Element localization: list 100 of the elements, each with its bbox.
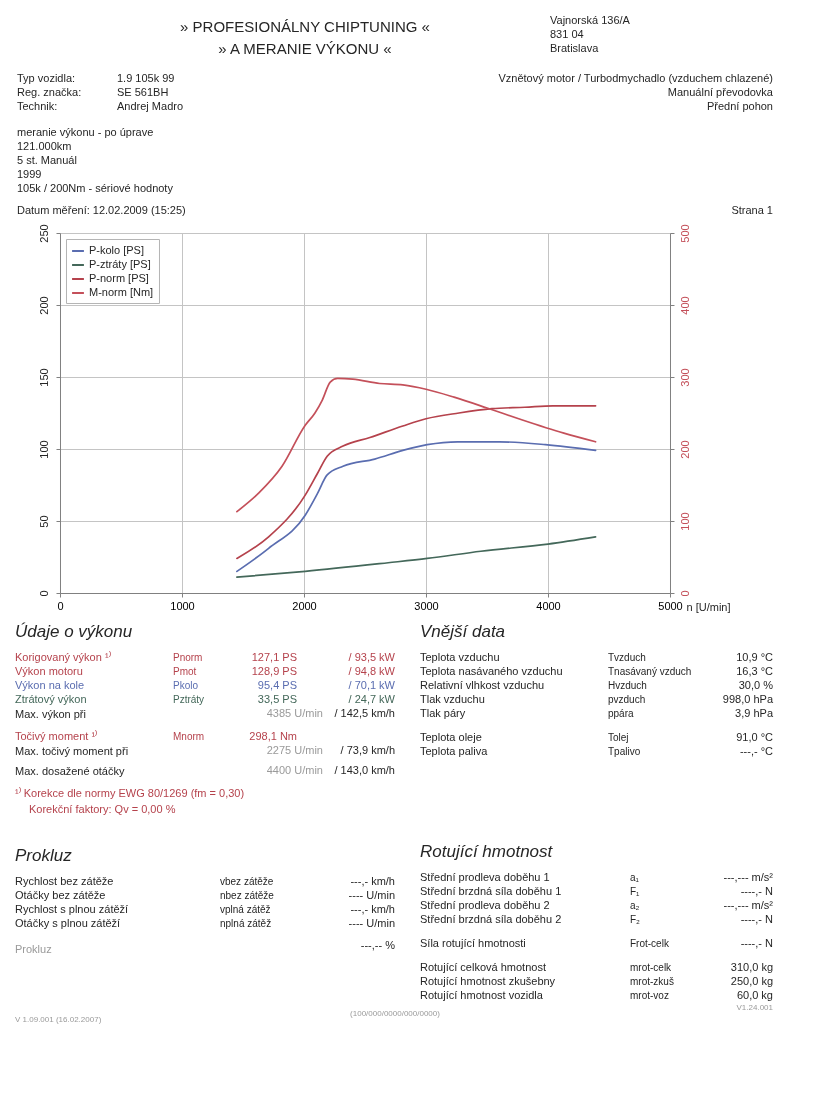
text: 121.000km — [17, 140, 72, 152]
text: 310,0 kg — [730, 961, 773, 973]
text: / 142,5 km/h — [334, 707, 395, 719]
text: Max. dosažené otáčky — [15, 765, 125, 777]
line-series — [236, 377, 597, 513]
x-axis-title: n [U/min] — [686, 600, 731, 613]
x-tick-label: 0 — [57, 599, 64, 612]
text: a₂ — [630, 900, 640, 911]
text: meranie výkonu - po úprave — [17, 126, 154, 138]
text: Manuální převodovka — [667, 86, 774, 98]
text: Technik: — [17, 100, 58, 112]
text: ----,- N — [740, 885, 774, 897]
text: 4385 U/min — [266, 707, 323, 719]
text: Teplota paliva — [420, 745, 489, 757]
text: 1999 — [17, 168, 42, 180]
y2-tick-label: 100 — [679, 512, 692, 531]
text: Andrej Madro — [117, 100, 184, 112]
text: Vnější data — [420, 622, 506, 641]
y2-tick-label: 300 — [679, 368, 692, 387]
text: Max. točivý moment při — [15, 745, 129, 757]
legend-label: P-ztráty [PS] — [88, 258, 151, 270]
text: ----,- N — [740, 913, 774, 925]
text: ---- U/min — [348, 889, 395, 901]
text: 998,0 hPa — [722, 693, 774, 705]
line-series — [236, 440, 597, 573]
text: Tolej — [608, 732, 629, 743]
text: ---,--- m/s² — [723, 899, 774, 911]
text: / 73,9 km/h — [340, 744, 395, 756]
text: Tpalivo — [608, 746, 641, 757]
text: » A MERANIE VÝKONU « — [218, 40, 392, 57]
line-series — [236, 535, 597, 579]
x-tick-label: 2000 — [292, 599, 317, 612]
text: Pztráty — [173, 694, 205, 705]
text: V1.24.001 — [736, 1003, 774, 1012]
text: Střední brzdná síla doběhu 2 — [420, 913, 562, 925]
text: ---,- km/h — [350, 875, 395, 887]
text: / 93,5 kW — [348, 651, 396, 663]
text: / 143,0 km/h — [334, 764, 395, 776]
text: F₁ — [630, 886, 641, 897]
text: SE 561BH — [117, 86, 169, 98]
text: 95,4 PS — [257, 679, 297, 691]
text: 60,0 kg — [736, 989, 773, 1001]
text: ---,-- % — [360, 939, 396, 951]
text: 91,0 °C — [736, 731, 774, 743]
text: pvzduch — [608, 694, 646, 705]
y2-tick-label: 0 — [679, 590, 692, 597]
text: Reg. značka: — [17, 86, 82, 98]
legend-label: P-kolo [PS] — [88, 244, 145, 256]
text: Rotující hmotnost — [420, 842, 554, 861]
y-tick-label: 50 — [38, 515, 51, 528]
text: » PROFESIONÁLNY CHIPTUNING « — [180, 18, 430, 35]
text: Střední prodleva doběhu 2 — [420, 899, 550, 911]
text: Teplota oleje — [420, 731, 482, 743]
text: 33,5 PS — [257, 693, 297, 705]
text: 2275 U/min — [266, 744, 323, 756]
text: Relativní vlhkost vzduchu — [420, 679, 545, 691]
text: a₁ — [630, 872, 640, 883]
x-tick-label: 3000 — [414, 599, 439, 612]
text: Teplota vzduchu — [420, 651, 500, 663]
text: Rychlost s plnou zátěží — [15, 903, 129, 915]
legend-label: P-norm [PS] — [88, 272, 149, 284]
text: (100/000/0000/000/0000) — [350, 1009, 441, 1018]
y2-tick-label: 400 — [679, 296, 692, 315]
text: 16,3 °C — [736, 665, 774, 677]
text: mrot-celk — [630, 962, 673, 973]
text: Výkon na kole — [15, 679, 85, 691]
y2-tick-label: 200 — [679, 440, 692, 459]
text: 127,1 PS — [251, 651, 297, 663]
text: Pnorm — [173, 652, 203, 663]
text: / 24,7 kW — [348, 693, 396, 705]
text: 1.9 105k 99 — [117, 72, 175, 84]
line-series — [236, 404, 597, 560]
text: ----,- N — [740, 937, 774, 949]
text: Hvzduch — [608, 680, 647, 691]
text: Korigovaný výkon ¹⁾ — [15, 651, 111, 663]
text: Tlak páry — [420, 707, 466, 719]
text: Tlak vzduchu — [420, 693, 485, 705]
text: ---- U/min — [348, 917, 395, 929]
text: nbez zátěže — [220, 890, 275, 901]
text: ¹⁾ Korekce dle normy EWG 80/1269 (fm = 0,30) — [15, 787, 245, 799]
text: Max. výkon při — [15, 708, 86, 720]
text: 128,9 PS — [251, 665, 297, 677]
x-tick-label: 5000 — [658, 599, 683, 612]
text: 4400 U/min — [266, 764, 323, 776]
text: V 1.09.001 (16.02.2007) — [15, 1015, 102, 1024]
text: / 94,8 kW — [348, 665, 396, 677]
text: mrot-zkuš — [630, 976, 674, 987]
text: Ztrátový výkon — [15, 693, 87, 705]
text: 250,0 kg — [730, 975, 773, 987]
text: mrot-voz — [630, 990, 669, 1001]
text: Frot-celk — [630, 938, 670, 949]
text: Vajnorská 136/A — [550, 14, 631, 26]
text: Přední pohon — [706, 100, 773, 112]
y-tick-label: 150 — [38, 368, 51, 387]
text: Střední brzdná síla doběhu 1 — [420, 885, 562, 897]
text: ---,- °C — [739, 745, 774, 757]
text: Síla rotující hmotnosti — [420, 937, 526, 949]
text: Rotující celková hmotnost — [420, 961, 546, 973]
text: 298,1 Nm — [249, 730, 297, 742]
x-tick-label: 4000 — [536, 599, 561, 612]
